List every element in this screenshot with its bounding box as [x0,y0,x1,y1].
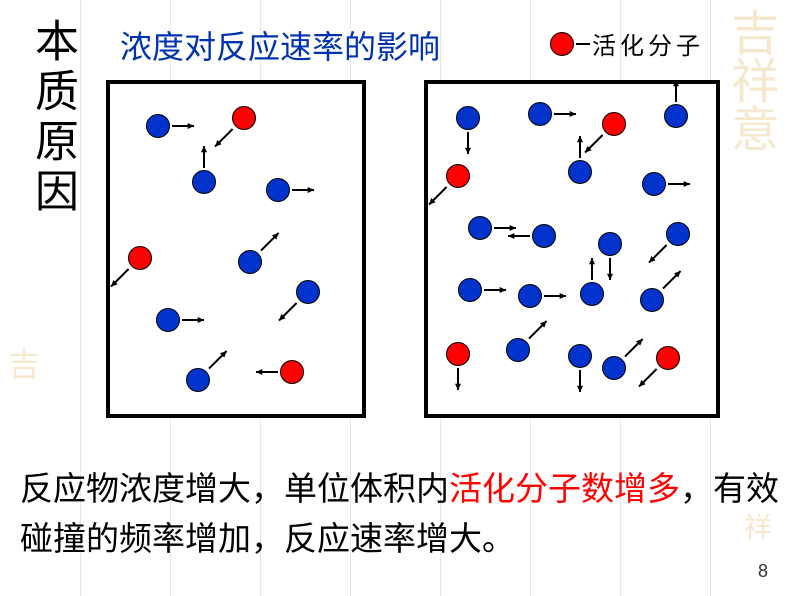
page-number: 8 [758,561,768,582]
legend-label: 活化分子 [592,26,704,61]
main-title: 浓度对反应速率的影响 [120,22,440,68]
legend-circle-icon [550,32,574,56]
conclusion-part1: 反应物浓度增大，单位体积内 [20,472,449,508]
legend-dash-icon [576,43,590,45]
watermark-left: 吉 [8,340,40,386]
legend: 活化分子 [550,26,704,61]
conclusion-red: 活化分子数增多 [449,472,680,508]
watermark-top-right: 吉祥意 [714,8,784,152]
conclusion-text: 反应物浓度增大，单位体积内活化分子数增多，有效碰撞的频率增加，反应速率增大。 [20,466,780,565]
vertical-title: 本质原因 [20,18,84,218]
